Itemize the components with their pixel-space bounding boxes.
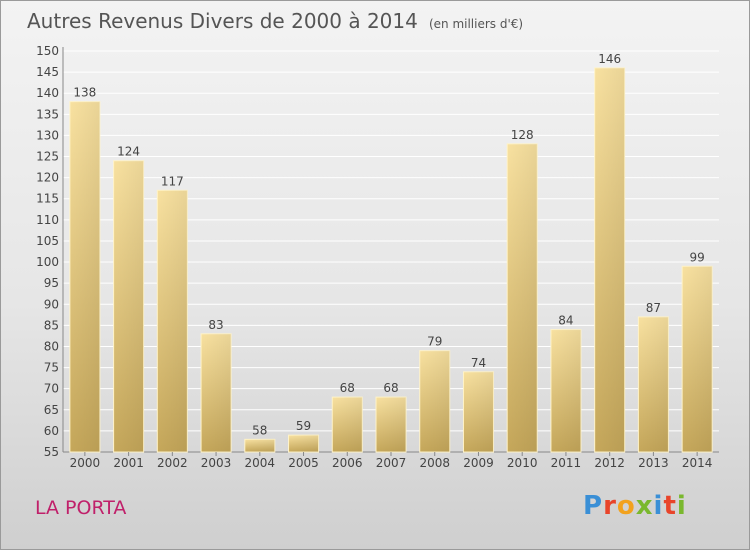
y-tick-label: 150 [36, 44, 59, 58]
x-tick-label: 2011 [551, 456, 582, 470]
x-tick-label: 2001 [113, 456, 144, 470]
bar-shade [594, 67, 625, 452]
y-tick-label: 85 [44, 318, 59, 332]
commune-name: LA PORTA [35, 497, 127, 519]
data-label: 79 [427, 335, 442, 349]
y-tick-label: 60 [44, 424, 59, 438]
x-tick-label: 2012 [594, 456, 625, 470]
data-label: 117 [161, 174, 184, 188]
x-tick-label: 2004 [245, 456, 276, 470]
y-tick-label: 95 [44, 276, 59, 290]
y-tick-label: 100 [36, 255, 59, 269]
data-label: 128 [511, 128, 534, 142]
x-tick-label: 2014 [682, 456, 713, 470]
bar-shade [244, 439, 275, 452]
x-tick-label: 2013 [638, 456, 669, 470]
data-label: 124 [117, 145, 140, 159]
proxiti-logo: Proxiti [583, 491, 687, 521]
data-label: 68 [383, 381, 398, 395]
x-tick-label: 2009 [463, 456, 494, 470]
y-tick-label: 80 [44, 339, 59, 353]
chart-title: Autres Revenus Divers de 2000 à 2014 (en… [27, 9, 523, 33]
y-tick-label: 75 [44, 361, 59, 375]
bar-shade [419, 350, 450, 452]
x-tick-label: 2008 [419, 456, 450, 470]
bar-shade [463, 371, 494, 452]
data-label: 138 [73, 86, 96, 100]
y-tick-label: 110 [36, 213, 59, 227]
bar-shade [376, 397, 406, 452]
x-tick-label: 2006 [332, 456, 363, 470]
y-tick-label: 125 [36, 150, 59, 164]
bar-shade [69, 101, 100, 452]
x-tick-label: 2000 [70, 456, 101, 470]
x-tick-label: 2010 [507, 456, 538, 470]
y-tick-label: 105 [36, 234, 59, 248]
bar-shade [201, 333, 232, 452]
bar-shade [113, 160, 144, 452]
data-label: 68 [340, 381, 355, 395]
y-tick-label: 140 [36, 86, 59, 100]
data-label: 74 [471, 356, 486, 370]
bar-shade [332, 397, 363, 452]
bar-shade [288, 435, 319, 452]
data-label: 83 [208, 318, 223, 332]
bar-shade [157, 190, 188, 452]
data-label: 58 [252, 423, 267, 437]
bar-shade [550, 329, 581, 452]
data-label: 146 [598, 52, 621, 66]
y-tick-label: 120 [36, 171, 59, 185]
chart-title-main: Autres Revenus Divers de 2000 à 2014 [27, 9, 418, 33]
y-tick-label: 55 [44, 445, 59, 459]
y-tick-label: 130 [36, 128, 59, 142]
bar-shade [638, 316, 669, 452]
x-tick-label: 2007 [376, 456, 407, 470]
chart-title-unit: (en milliers d'€) [428, 17, 524, 31]
y-tick-label: 90 [44, 297, 59, 311]
bar-shade [507, 143, 538, 452]
y-tick-label: 145 [36, 65, 59, 79]
data-label: 59 [296, 419, 311, 433]
y-tick-label: 70 [44, 382, 59, 396]
data-label: 87 [646, 301, 661, 315]
y-tick-label: 65 [44, 403, 59, 417]
y-tick-label: 135 [36, 107, 59, 121]
data-label: 84 [558, 314, 573, 328]
data-label: 99 [689, 250, 704, 264]
x-tick-label: 2005 [288, 456, 319, 470]
y-tick-label: 115 [36, 192, 59, 206]
bar-shade [682, 266, 713, 452]
x-tick-label: 2002 [157, 456, 188, 470]
x-tick-label: 2003 [201, 456, 232, 470]
